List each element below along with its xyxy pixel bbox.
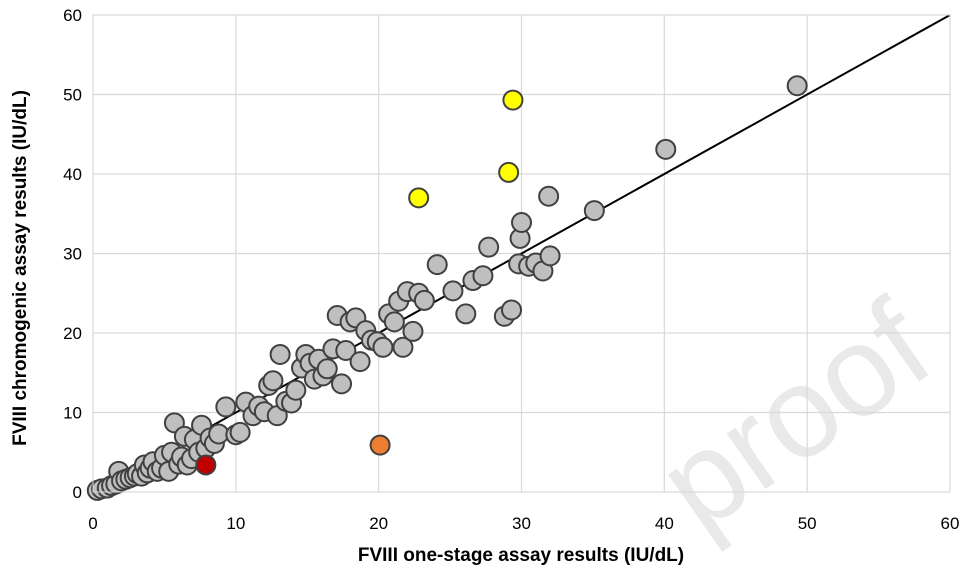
x-tick-label: 30 bbox=[512, 514, 531, 533]
yellow-data-point bbox=[408, 187, 430, 209]
y-tick-label: 30 bbox=[63, 245, 82, 264]
yellow-data-point bbox=[502, 89, 524, 111]
y-tick-label: 50 bbox=[63, 86, 82, 105]
gray-data-point bbox=[655, 138, 677, 160]
gray-data-point bbox=[402, 320, 424, 342]
identity-line bbox=[92, 14, 951, 493]
orange-data-point bbox=[369, 434, 391, 456]
gray-data-point bbox=[426, 254, 448, 276]
data-points bbox=[86, 75, 808, 501]
gray-data-point bbox=[316, 358, 338, 380]
gray-data-point bbox=[215, 396, 237, 418]
gray-data-point bbox=[583, 200, 605, 222]
plot-area-border bbox=[92, 14, 951, 493]
gray-data-point bbox=[442, 280, 464, 302]
x-tick-label: 10 bbox=[226, 514, 245, 533]
gray-data-point bbox=[349, 351, 371, 373]
gray-data-point bbox=[478, 236, 500, 258]
gray-data-point bbox=[539, 245, 561, 267]
x-tick-label: 50 bbox=[798, 514, 817, 533]
gray-data-point bbox=[229, 421, 251, 443]
gray-data-point bbox=[262, 370, 284, 392]
x-tick-label: 20 bbox=[369, 514, 388, 533]
tick-labels: 0 10 20 30 40 50 60 0 10 20 30 40 50 60 bbox=[63, 6, 959, 533]
y-axis-title: FVIII chromogenic assay results (IU/dL) bbox=[10, 90, 31, 446]
gray-data-point bbox=[372, 336, 394, 358]
gray-data-point bbox=[501, 299, 523, 321]
gray-data-point bbox=[383, 311, 405, 333]
yellow-data-point bbox=[498, 161, 520, 183]
y-tick-label: 40 bbox=[63, 165, 82, 184]
gray-data-point bbox=[208, 423, 230, 445]
x-tick-label: 60 bbox=[941, 514, 960, 533]
y-tick-label: 0 bbox=[73, 483, 82, 502]
gray-data-point bbox=[392, 336, 414, 358]
gray-data-point bbox=[511, 211, 532, 233]
y-tick-label: 20 bbox=[63, 324, 82, 343]
y-tick-label: 10 bbox=[63, 404, 82, 423]
red-data-point bbox=[195, 454, 217, 476]
gray-data-point bbox=[269, 343, 291, 365]
gray-data-point bbox=[413, 289, 435, 311]
gray-data-point bbox=[472, 265, 494, 287]
x-axis-title: FVIII one-stage assay results (IU/dL) bbox=[358, 545, 684, 566]
gray-data-point bbox=[455, 303, 477, 325]
watermark-text: proof bbox=[634, 273, 955, 558]
gray-data-point bbox=[331, 373, 353, 395]
x-tick-label: 40 bbox=[655, 514, 674, 533]
gray-data-point bbox=[786, 75, 808, 97]
x-tick-label: 0 bbox=[88, 514, 97, 533]
gray-data-point bbox=[335, 339, 357, 361]
y-tick-label: 60 bbox=[63, 6, 82, 25]
gray-data-point bbox=[285, 379, 307, 401]
gray-data-point bbox=[538, 185, 560, 207]
